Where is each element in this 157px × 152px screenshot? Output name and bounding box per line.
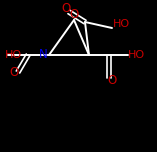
Text: HO: HO [5, 50, 22, 60]
Text: O: O [9, 66, 19, 78]
Text: O: O [69, 7, 79, 21]
Text: HO: HO [128, 50, 145, 60]
Text: N: N [39, 48, 47, 62]
Text: HO: HO [113, 19, 130, 29]
Text: O: O [107, 74, 117, 86]
Text: O: O [61, 2, 71, 16]
